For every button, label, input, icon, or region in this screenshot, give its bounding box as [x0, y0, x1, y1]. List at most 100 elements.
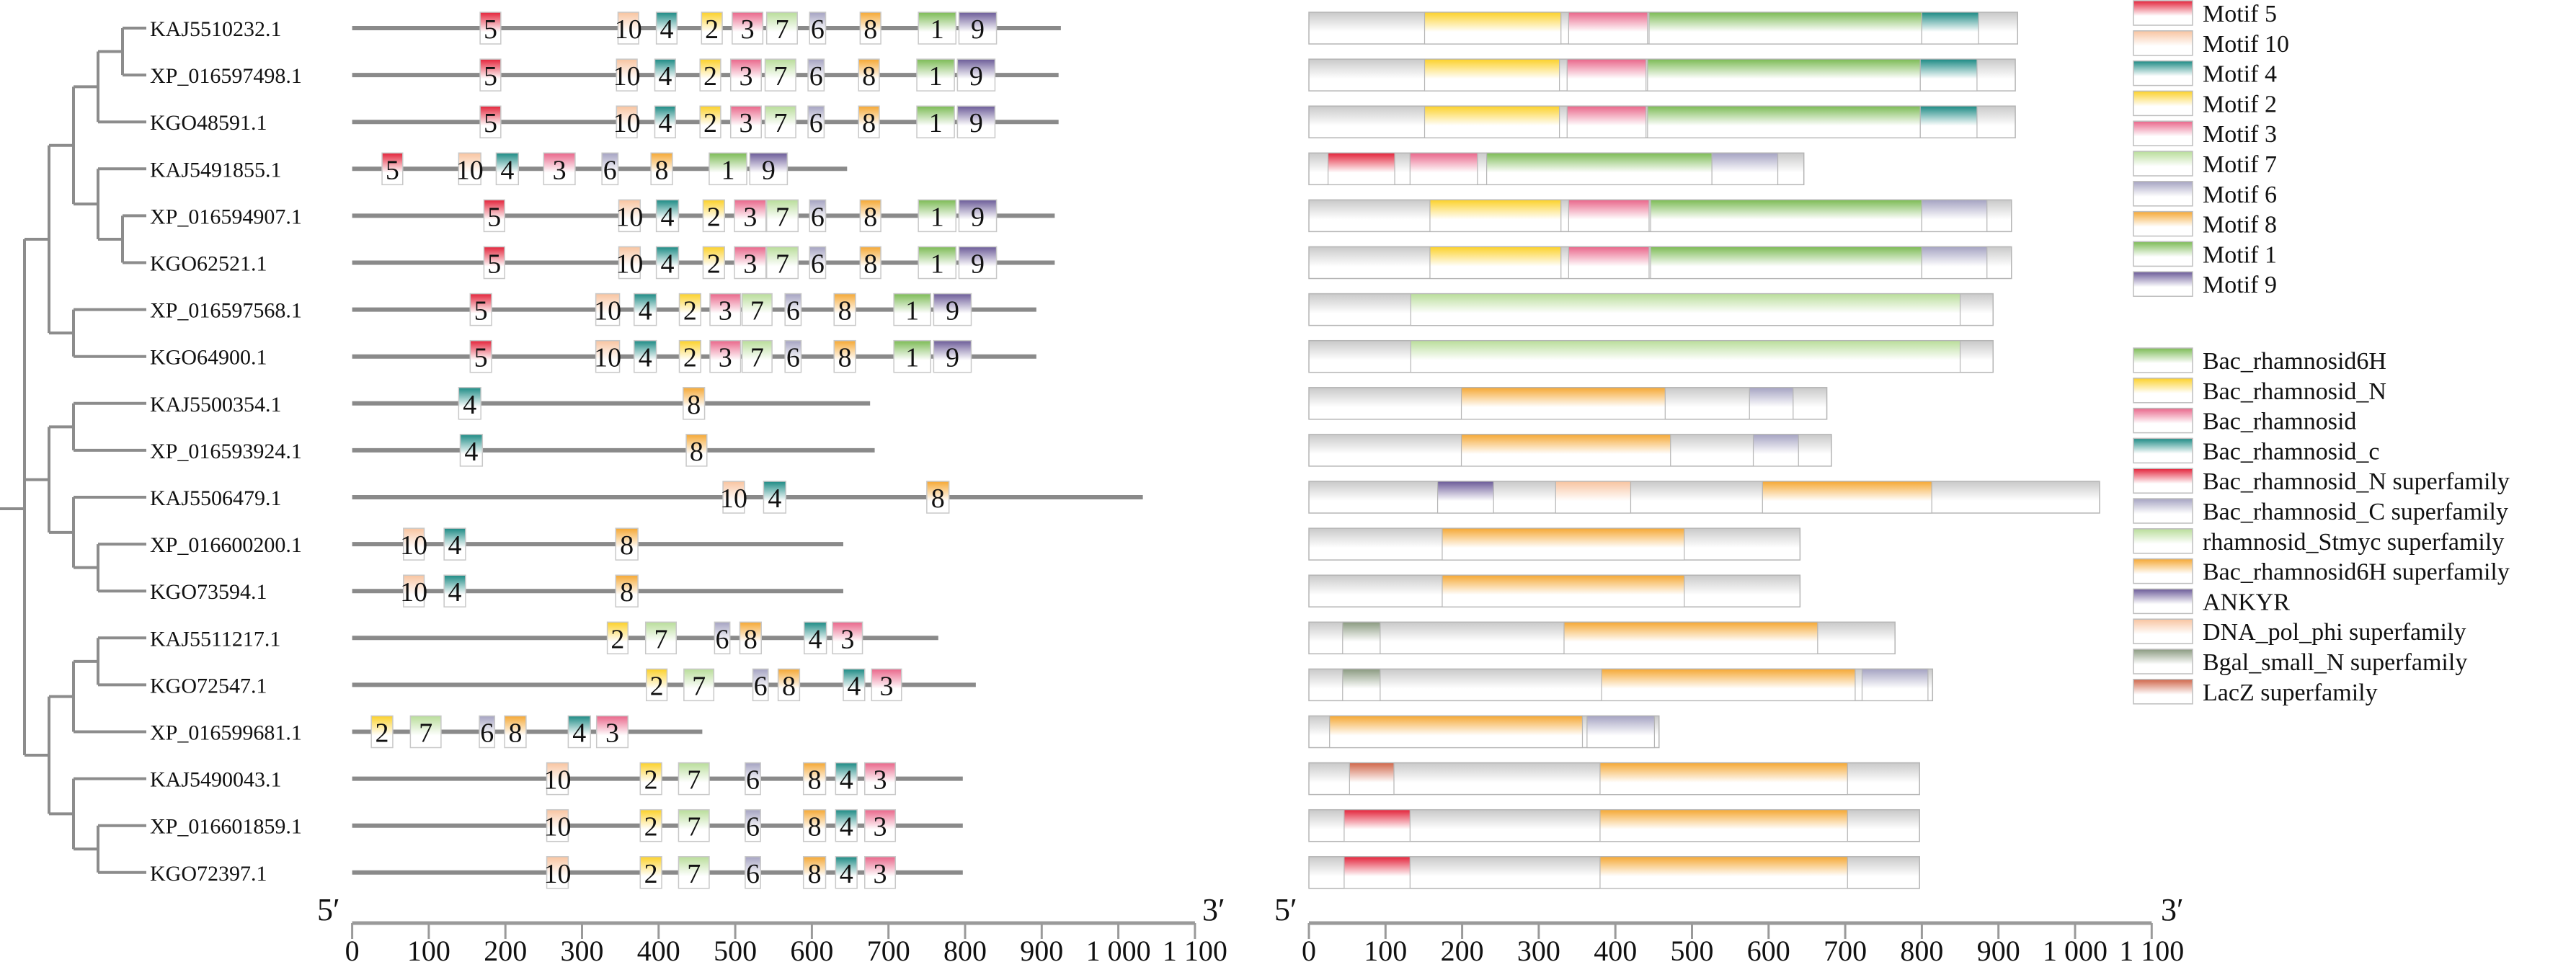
axis-tick-label: 900 [1020, 935, 1063, 962]
motif-2-label: 2 [376, 718, 389, 749]
legend-label: ANKYR [2203, 589, 2290, 615]
motif-2-box [678, 339, 702, 373]
domain-bac-rhamnosid6h-sf [1442, 574, 1685, 607]
motif-2-box [699, 58, 721, 92]
motif-8-box [683, 387, 706, 420]
motif-8-box [859, 199, 881, 233]
motif-2-label: 2 [703, 108, 717, 138]
motif-1-label: 1 [931, 202, 944, 232]
motif-7-label: 7 [750, 343, 764, 373]
protein-label: KGO62521.1 [150, 252, 267, 276]
domain-row [1308, 105, 2016, 138]
motif-4-box [634, 339, 657, 373]
motif-8-label: 8 [655, 155, 669, 185]
motif-4-box [634, 293, 657, 326]
domain-row [1308, 387, 1828, 420]
motif-3-label: 3 [741, 14, 755, 45]
axis-tick-label: 300 [1517, 935, 1560, 962]
motif-3-box [734, 199, 767, 233]
motif-6-label: 6 [746, 859, 760, 889]
legend-swatch-bac-rhamnosid6h [2133, 347, 2193, 373]
motif-8-box [802, 856, 827, 889]
motif-2-box [370, 715, 394, 749]
motif-10-box [618, 246, 641, 280]
motif-row: 10 2 7 6 8 4 3 [352, 856, 963, 889]
domain-bac-rhamnosid6h-sf [1599, 809, 1848, 842]
motif-10-box [546, 856, 569, 889]
domain-bac-rhamnosid-c-sf [1861, 668, 1929, 702]
legend-label: DNA_pol_phi superfamily [2203, 619, 2466, 646]
motif-1-label: 1 [721, 155, 735, 185]
motif-4-label: 4 [659, 14, 673, 45]
motif-8-label: 8 [863, 249, 877, 280]
domain-bac-rhamnosid-c [1919, 105, 1978, 138]
legend-label: Bac_rhamnosid_C superfamily [2203, 499, 2508, 525]
motif-row: 5 10 4 2 3 7 6 8 1 9 [352, 58, 1059, 92]
motif-7-label: 7 [419, 718, 432, 749]
legend-swatch-motif-7 [2133, 151, 2193, 177]
motif-7-label: 7 [750, 296, 764, 326]
domain-row [1308, 809, 1920, 842]
motif-3-box [732, 12, 764, 45]
axis-tick-label: 0 [345, 935, 360, 962]
motif-8-label: 8 [808, 812, 822, 842]
domain-bac-rhamnosid6h-sf [1601, 668, 1856, 702]
protein-label: KGO64900.1 [150, 346, 267, 370]
legend-label: Motif 4 [2203, 61, 2277, 88]
protein-bar [1308, 481, 2100, 514]
motif-4-label: 4 [847, 671, 861, 701]
motif-10-box [616, 58, 638, 92]
motif-8-box [833, 339, 856, 373]
motif-7-box [644, 621, 677, 655]
motif-8-box [615, 574, 639, 607]
motif-8-label: 8 [620, 577, 634, 607]
motif-10-label: 10 [616, 202, 643, 232]
motif-axis-end-label: 3′ [1202, 892, 1225, 927]
motif-9-label: 9 [971, 249, 985, 280]
motif-3-box [863, 809, 897, 842]
motif-9-box [958, 12, 998, 45]
domain-bac-rhamnosid6h-sf [1563, 621, 1818, 654]
domain-rhamnosid-stmyc-sf [1410, 293, 1961, 326]
motif-6-box [745, 762, 761, 796]
motif-9-box [956, 58, 996, 92]
motif-4-label: 4 [639, 296, 652, 326]
protein-labels: KAJ5510232.1 XP_016597498.1 KGO48591.1 KAJ5… [150, 17, 302, 886]
domain-dna-pol-phi-sf [1555, 481, 1632, 514]
domain-bac-rhamnosid [1566, 105, 1647, 138]
legend-label: Bac_rhamnosid6H [2203, 348, 2386, 375]
legend-label: Motif 3 [2203, 121, 2277, 148]
domain-bac-rhamnosid-c-sf [1586, 715, 1656, 749]
motif-8-box [650, 152, 673, 186]
domain-bac-rhamnosid6h [1647, 58, 1921, 92]
motif-7-box [741, 293, 773, 326]
legend-label: Bac_rhamnosid_N superfamily [2203, 468, 2510, 495]
motif-6-label: 6 [603, 155, 617, 185]
motif-10-box [403, 527, 425, 561]
motif-3-box [543, 152, 576, 186]
motif-5-label: 5 [474, 343, 488, 373]
domain-bac-rhamnosid-n [1429, 246, 1562, 280]
legend-swatch-motif-8 [2133, 210, 2193, 237]
motif-1-label: 1 [931, 14, 944, 45]
protein-label: KAJ5500354.1 [150, 393, 282, 417]
motif-5-label: 5 [487, 249, 501, 280]
motif-6-label: 6 [811, 202, 825, 232]
motif-2-label: 2 [644, 859, 658, 889]
motif-9-label: 9 [946, 296, 959, 326]
legend-swatch-lacz-sf [2133, 679, 2193, 705]
motif-3-box [729, 58, 762, 92]
motif-9-label: 9 [969, 61, 983, 92]
axis-tick-label: 300 [561, 935, 604, 962]
motif-9-label: 9 [762, 155, 776, 185]
motif-8-box [615, 527, 639, 561]
motif-5-label: 5 [474, 296, 488, 326]
motif-4-label: 4 [448, 530, 462, 561]
protein-label: KAJ5510232.1 [150, 17, 282, 41]
motif-3-label: 3 [719, 343, 732, 373]
motif-4-box [804, 621, 827, 655]
domain-bac-rhamnosid [1568, 246, 1650, 280]
motif-6-box [807, 58, 825, 92]
motif-10-box [403, 574, 425, 607]
motif-2-label: 2 [644, 765, 658, 796]
